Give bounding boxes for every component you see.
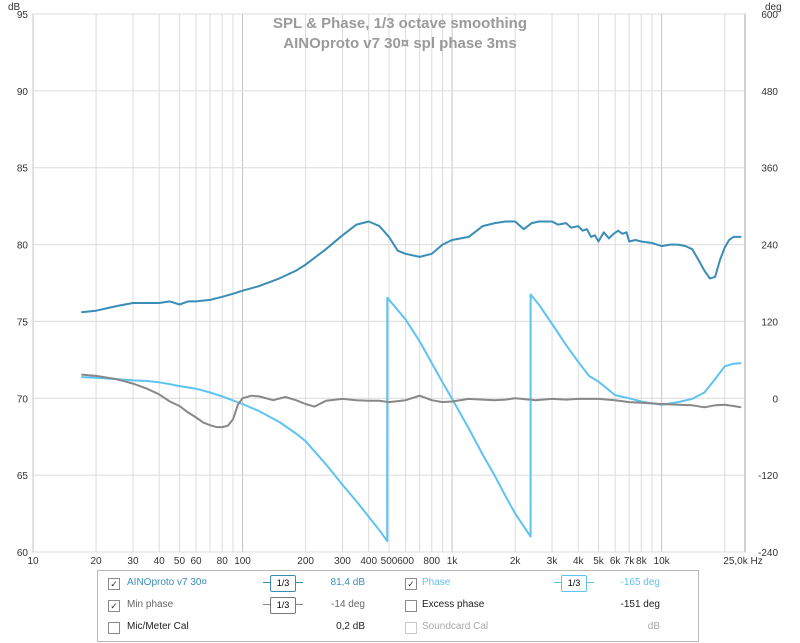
axis-ticks: 10 20 30 40 50 60 80 100 200 300 400 500 600 800 1k 2k 3… [17,10,779,567]
minphase-checkbox[interactable]: ✓ [108,600,120,612]
spl-series-label: AINOproto v7 30¤ [127,577,208,588]
grid-lines [32,13,745,553]
phase-checkbox[interactable]: ✓ [405,578,417,590]
y-left-tick-label: 60 [17,548,29,559]
phase-smoothing-button[interactable]: 1/3 [561,575,587,592]
y-left-tick-label: 90 [17,87,29,98]
spl-cursor-value: 81,4 dB [330,577,365,588]
legend-row-cal: Mic/Meter Cal 0,2 dB Soundcard Cal dB [98,617,698,637]
y-right-tick-label: 480 [761,87,778,98]
excess-phase-checkbox[interactable] [405,600,417,612]
chart-title: SPL & Phase, 1/3 octave smoothing [273,15,527,32]
mic-cal-checkbox[interactable] [108,622,120,634]
x-tick-label: 30 [127,556,139,567]
x-tick-label: 2k [510,556,522,567]
x-tick-label: 10k [654,556,671,567]
left-axis-unit: dB [8,2,21,13]
excess-phase-label: Excess phase [422,599,485,610]
y-right-tick-label: 360 [761,164,778,175]
x-tick-label: 20 [91,556,103,567]
minphase-smoothing-button[interactable]: 1/3 [270,597,296,614]
y-right-tick-label: 240 [761,241,778,252]
x-tick-label: 60 [190,556,202,567]
minphase-cursor-value: -14 deg [331,599,365,610]
phase-series-label: Phase [422,577,451,588]
phase-cursor-value: -165 deg [620,577,660,588]
phase-curve-line [81,293,742,543]
x-tick-label: 3k [547,556,559,567]
x-tick-label: 300 [334,556,351,567]
y-left-tick-label: 75 [17,317,29,328]
x-tick-label: 100 [234,556,251,567]
mic-cal-label: Mic/Meter Cal [127,621,189,632]
x-tick-label: 10 [27,556,39,567]
x-tick-label: 40 [154,556,166,567]
soundcard-cal-label: Soundcard Cal [422,621,489,632]
x-tick-label: 5k [593,556,605,567]
y-right-tick-label: 0 [772,394,778,405]
chart-subtitle: AINOproto v7 30¤ spl phase 3ms [283,35,516,52]
spl-curve-line [81,220,742,314]
y-left-tick-label: 80 [17,241,29,252]
spl-smoothing-button[interactable]: 1/3 [270,575,296,592]
legend-row-spl: ✓ AINOproto v7 30¤ 1/3 81,4 dB ✓ Phase 1… [98,573,698,593]
y-left-tick-label: 70 [17,394,29,405]
x-tick-label: 8k [636,556,648,567]
minphase-series-label: Min phase [127,599,174,610]
x-tick-label: 1k [447,556,459,567]
spl-phase-chart: 10 20 30 40 50 60 80 100 200 300 400 500 600 800 1k 2k 3… [8,2,782,567]
data-series [81,220,742,543]
y-left-tick-label: 95 [17,10,29,21]
x-tick-label: 200 [297,556,314,567]
x-tick-label: 400 [360,556,377,567]
x-tick-label: 4k [573,556,585,567]
y-left-tick-label: 85 [17,164,29,175]
legend-panel: ✓ AINOproto v7 30¤ 1/3 81,4 dB ✓ Phase 1… [97,570,699,642]
y-right-tick-label: -240 [758,548,778,559]
x-tick-label: 500 [381,556,398,567]
x-tick-label: 7k [624,556,636,567]
soundcard-cal-checkbox[interactable] [405,622,417,634]
excess-phase-value: -151 deg [620,599,660,610]
x-tick-label: 25,0k Hz [723,556,762,567]
spl-checkbox[interactable]: ✓ [108,578,120,590]
y-right-tick-label: 120 [761,317,778,328]
min-phase-curve-line [81,373,742,429]
x-tick-label: 600 [397,556,414,567]
x-tick-label: 80 [217,556,229,567]
x-tick-label: 6k [610,556,622,567]
mic-cal-value: 0,2 dB [336,621,365,632]
legend-row-minphase: ✓ Min phase 1/3 -14 deg Excess phase -15… [98,595,698,615]
y-right-tick-label: -120 [758,471,778,482]
y-left-tick-label: 65 [17,471,29,482]
soundcard-cal-value: dB [647,621,660,632]
x-tick-label: 800 [423,556,440,567]
y-right-tick-label: 600 [761,10,778,21]
x-tick-label: 50 [174,556,186,567]
right-axis-unit: deg [765,2,782,13]
